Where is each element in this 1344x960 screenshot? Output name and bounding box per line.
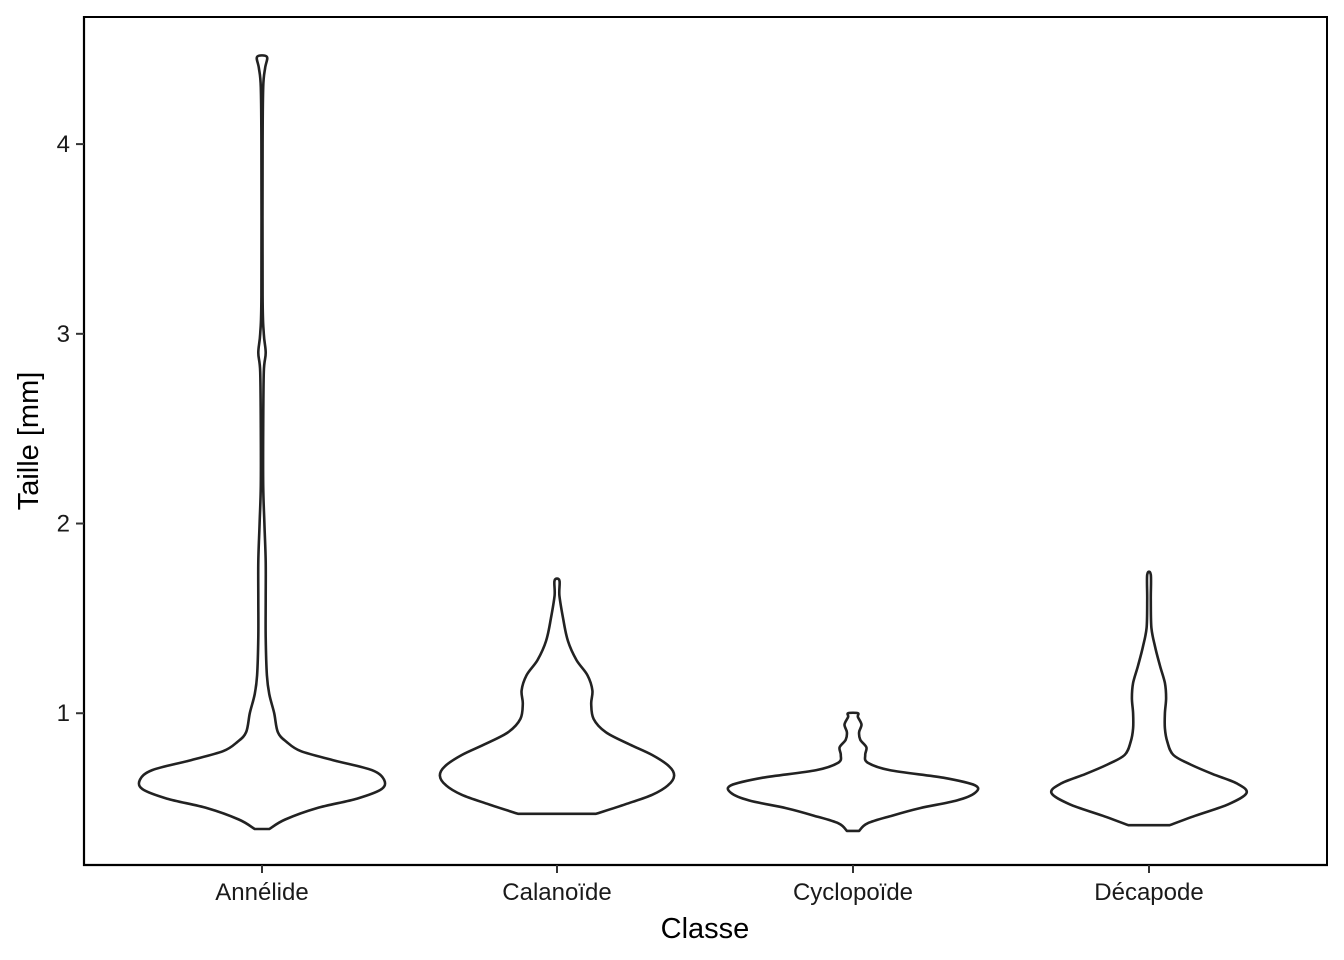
y-tick-label: 2 — [57, 511, 70, 538]
violin-decapode — [1049, 570, 1249, 827]
plot-panel — [83, 16, 1328, 866]
y-axis-title: Taille [mm] — [13, 372, 45, 511]
x-tick-label-calanoide: Calanoïde — [502, 879, 611, 906]
violin-cyclopoide — [726, 711, 980, 833]
y-tick-label: 3 — [57, 321, 70, 348]
y-axis-ticks: 1 2 3 4 — [57, 131, 84, 727]
x-tick-label-decapode: Décapode — [1094, 879, 1203, 906]
x-tick-label-annelide: Annélide — [215, 879, 308, 906]
violin-annelide — [137, 54, 387, 831]
x-axis-ticks: Annélide Calanoïde Cyclopoïde Décapode — [215, 865, 1204, 906]
y-tick-label: 1 — [57, 700, 70, 727]
x-tick-label-cyclopoide: Cyclopoïde — [793, 879, 913, 906]
violins-layer — [137, 54, 1249, 833]
y-tick-label: 4 — [57, 131, 70, 158]
violin-calanoide — [438, 577, 676, 816]
x-axis-title: Classe — [661, 913, 750, 945]
